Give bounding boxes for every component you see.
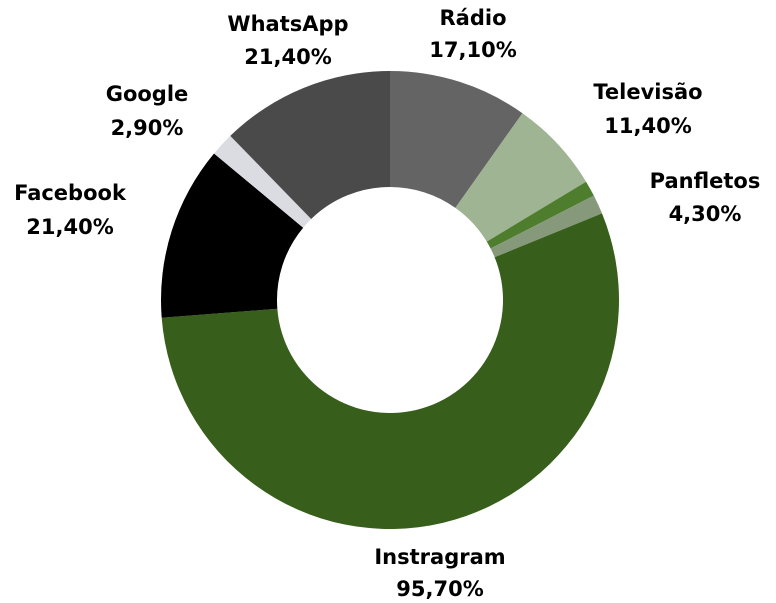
slice-televisao xyxy=(455,113,587,242)
label-value-televisao: 11,40% xyxy=(604,114,691,138)
slices-group xyxy=(160,71,619,529)
label-value-panfletos: 4,30% xyxy=(669,202,742,226)
slice-google xyxy=(214,135,312,228)
label-value-radio: 17,10% xyxy=(429,38,516,62)
label-name-facebook: Facebook xyxy=(14,181,127,205)
slice-whatsapp xyxy=(230,71,390,220)
label-name-radio: Rádio xyxy=(440,6,507,30)
slice-panfletos-part-2 xyxy=(490,195,603,258)
labels-group: Rádio 17,10% Televisão 11,40% Panfletos … xyxy=(14,6,760,601)
slice-radio xyxy=(390,71,523,208)
slice-facebook xyxy=(160,153,304,318)
label-value-instragram: 95,70% xyxy=(396,577,483,601)
label-name-instragram: Instragram xyxy=(374,545,505,569)
label-name-panfletos: Panfletos xyxy=(650,169,761,193)
label-name-google: Google xyxy=(106,82,189,106)
label-name-whatsapp: WhatsApp xyxy=(227,12,348,36)
label-value-facebook: 21,40% xyxy=(26,215,113,239)
label-value-whatsapp: 21,40% xyxy=(244,45,331,69)
label-value-google: 2,90% xyxy=(111,116,184,140)
slice-instragram xyxy=(161,213,619,529)
slice-panfletos-part-1 xyxy=(486,181,594,249)
label-name-televisao: Televisão xyxy=(593,80,702,104)
